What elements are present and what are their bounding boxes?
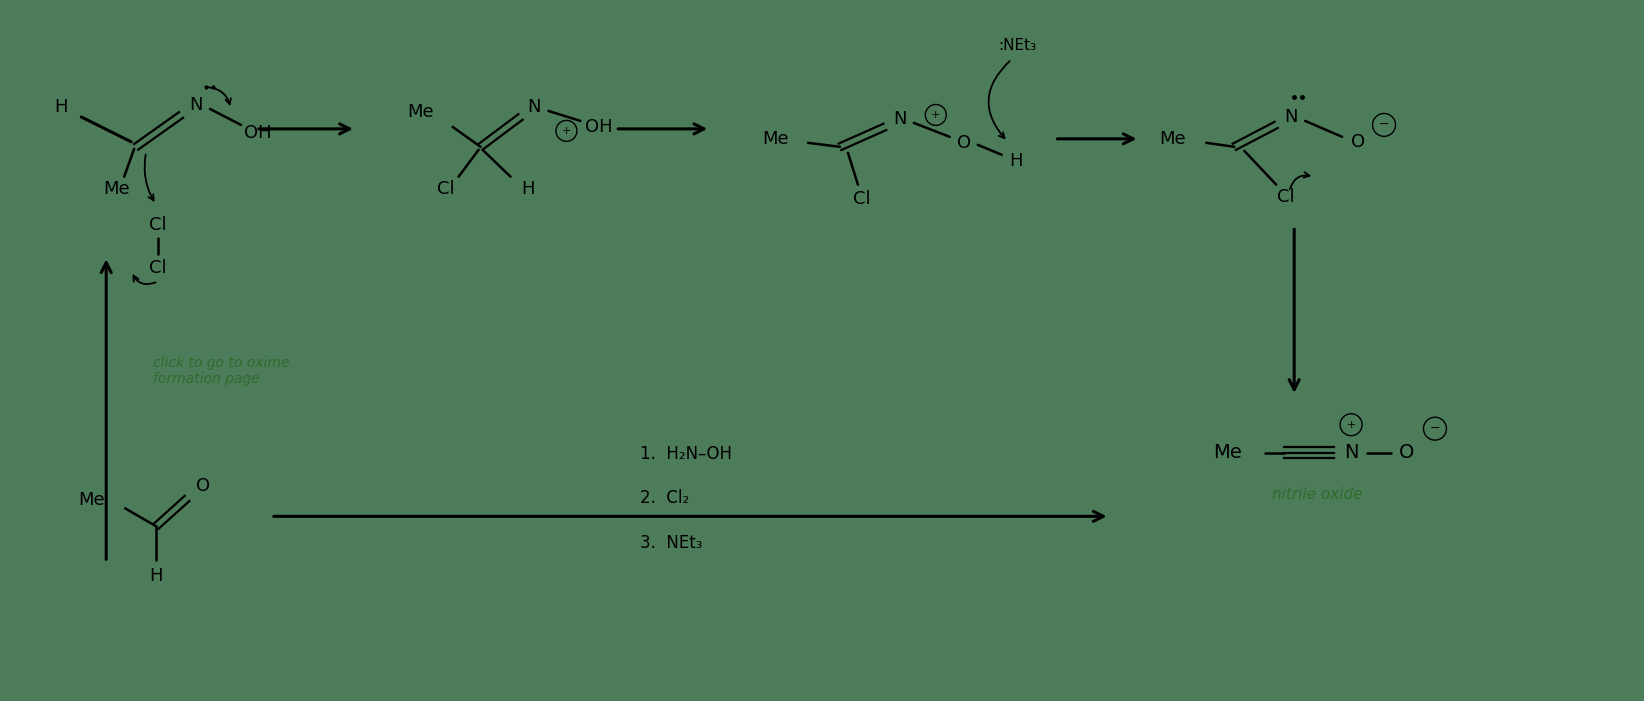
Text: Cl: Cl: [150, 259, 168, 278]
Text: H: H: [1009, 151, 1023, 170]
Text: Me: Me: [104, 179, 130, 198]
Text: −: −: [1430, 422, 1440, 435]
Text: N: N: [528, 98, 541, 116]
Text: −: −: [1379, 118, 1389, 131]
Text: +: +: [1346, 420, 1356, 430]
Text: H: H: [54, 98, 67, 116]
Text: Me: Me: [1213, 443, 1241, 462]
Text: +: +: [931, 110, 940, 120]
Text: OH: OH: [585, 118, 612, 136]
Text: O: O: [957, 134, 972, 152]
Text: O: O: [1399, 443, 1415, 462]
Text: Cl: Cl: [853, 189, 871, 207]
Text: H: H: [150, 567, 163, 585]
Text: Me: Me: [408, 103, 434, 121]
Text: Me: Me: [1159, 130, 1185, 148]
Text: :NEt₃: :NEt₃: [998, 38, 1037, 53]
Text: 2.  Cl₂: 2. Cl₂: [640, 489, 689, 508]
Text: N: N: [893, 110, 906, 128]
Text: Cl: Cl: [1277, 188, 1295, 205]
Text: Me: Me: [77, 491, 105, 510]
Text: 3.  NEt₃: 3. NEt₃: [640, 534, 702, 552]
Text: nitrile oxide: nitrile oxide: [1272, 487, 1363, 502]
Text: click to go to oxime
formation page: click to go to oxime formation page: [153, 356, 289, 386]
Text: Cl: Cl: [150, 215, 168, 233]
Text: N: N: [1343, 443, 1358, 462]
Text: O: O: [196, 477, 210, 496]
Text: N: N: [1284, 108, 1299, 126]
Text: Me: Me: [761, 130, 789, 148]
Text: +: +: [562, 126, 570, 136]
Text: 1.  H₂N–OH: 1. H₂N–OH: [640, 444, 732, 463]
Text: O: O: [1351, 132, 1365, 151]
Text: OH: OH: [245, 124, 271, 142]
Text: H: H: [521, 179, 536, 198]
Text: N: N: [189, 96, 202, 114]
Text: Cl: Cl: [437, 179, 454, 198]
